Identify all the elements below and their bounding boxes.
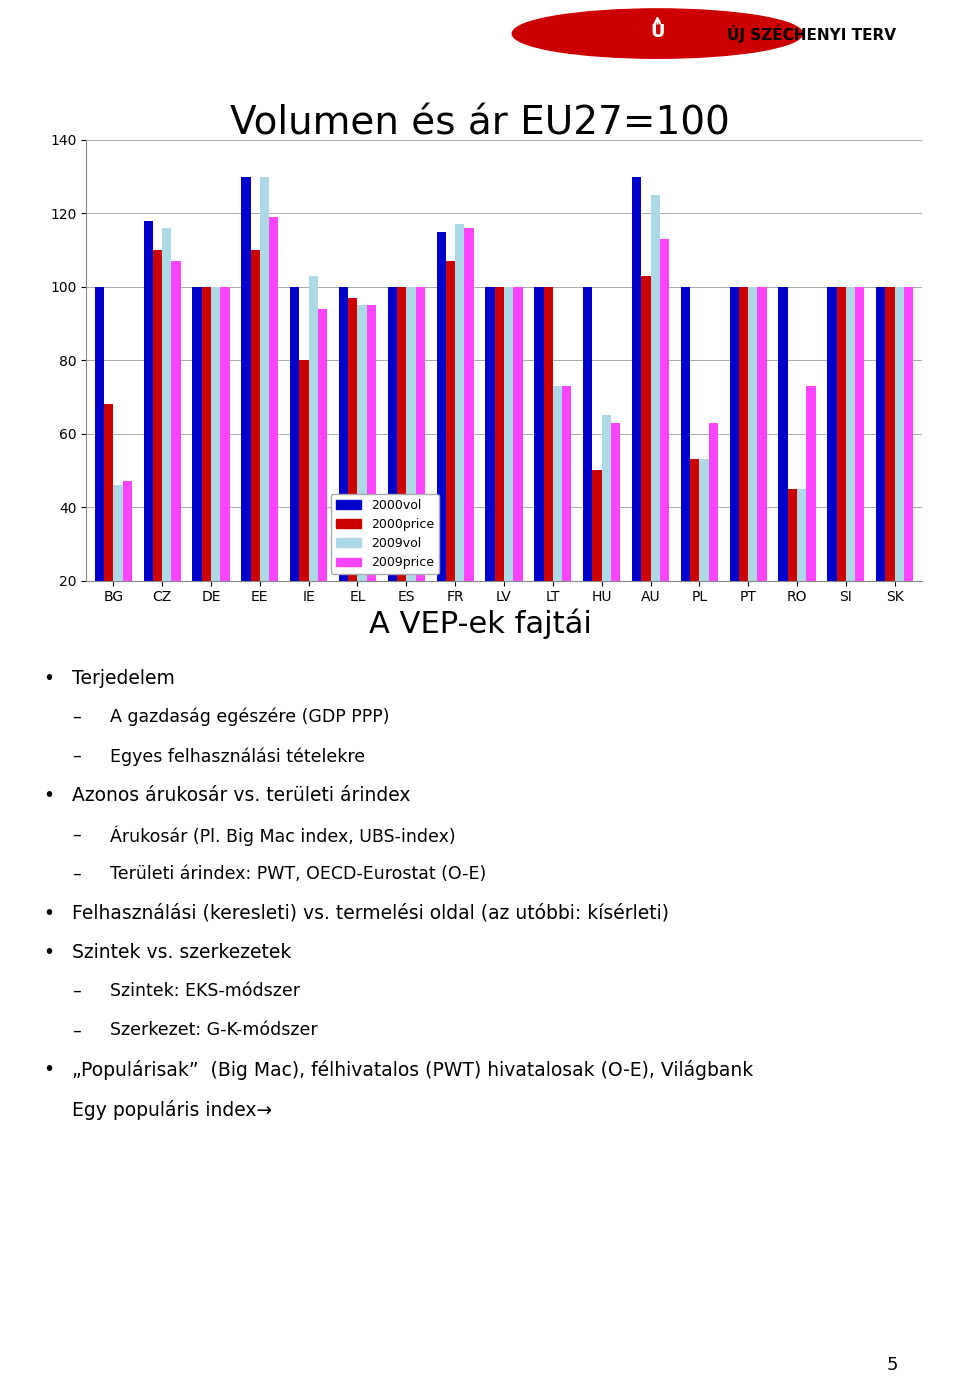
Bar (846, 287, 855, 655)
Text: •: • (43, 786, 55, 806)
Bar (788, 488, 797, 655)
Text: •: • (43, 669, 55, 688)
Bar (690, 459, 700, 655)
Bar (904, 287, 913, 655)
Bar (241, 176, 251, 655)
Text: Szintek: EKS-módszer: Szintek: EKS-módszer (110, 982, 300, 1000)
Bar (357, 305, 367, 655)
Bar (388, 287, 397, 655)
Text: –: – (72, 865, 81, 883)
Bar (113, 485, 123, 655)
Bar (397, 287, 406, 655)
Text: –: – (72, 708, 81, 726)
Bar (797, 488, 806, 655)
Legend: 2000vol, 2000price, 2009vol, 2009price: 2000vol, 2000price, 2009vol, 2009price (330, 494, 439, 575)
Bar (104, 404, 113, 655)
Bar (836, 287, 846, 655)
Bar (192, 287, 202, 655)
Bar (739, 287, 748, 655)
Text: –: – (72, 747, 81, 765)
Bar (504, 287, 514, 655)
Text: ÚJ SZÉCHENYI TERV: ÚJ SZÉCHENYI TERV (727, 25, 896, 42)
Text: Egyes felhasználási tételekre: Egyes felhasználási tételekre (110, 747, 366, 765)
Text: •: • (43, 943, 55, 963)
Bar (700, 459, 708, 655)
Bar (611, 422, 620, 655)
Bar (583, 287, 592, 655)
Text: Területi árindex: PWT, OECD-Eurostat (O-E): Területi árindex: PWT, OECD-Eurostat (O-… (110, 865, 487, 883)
Text: 5: 5 (887, 1356, 899, 1374)
Bar (308, 276, 318, 655)
Bar (416, 287, 425, 655)
Bar (202, 287, 211, 655)
Text: A VEP-ek fajtái: A VEP-ek fajtái (369, 609, 591, 639)
Bar (641, 276, 651, 655)
Bar (123, 481, 132, 655)
Bar (553, 386, 563, 655)
Bar (465, 228, 473, 655)
Text: „Populárisak”  (Big Mac), félhivatalos (PWT) hivatalosak (O-E), Világbank: „Populárisak” (Big Mac), félhivatalos (P… (72, 1060, 754, 1080)
Bar (563, 386, 571, 655)
Text: Felhasználási (keresleti) vs. termelési oldal (az utóbbi: kísérleti): Felhasználási (keresleti) vs. termelési … (72, 904, 669, 923)
Bar (406, 287, 416, 655)
Text: Volumen és ár EU27=100: Volumen és ár EU27=100 (230, 105, 730, 143)
Text: Szerkezet: G-K-módszer: Szerkezet: G-K-módszer (110, 1021, 318, 1039)
Bar (251, 250, 260, 655)
Bar (602, 416, 611, 655)
Bar (757, 287, 767, 655)
Bar (730, 287, 739, 655)
Bar (651, 194, 660, 655)
Text: Terjedelem: Terjedelem (72, 669, 175, 688)
Bar (514, 287, 522, 655)
Bar (172, 262, 180, 655)
Text: –: – (72, 982, 81, 1000)
Bar (95, 287, 104, 655)
Text: Azonos árukosár vs. területi árindex: Azonos árukosár vs. területi árindex (72, 786, 411, 806)
Bar (779, 287, 788, 655)
Bar (300, 361, 308, 655)
Bar (318, 309, 327, 655)
Bar (445, 262, 455, 655)
Bar (260, 176, 269, 655)
Bar (290, 287, 300, 655)
Circle shape (513, 8, 803, 59)
Bar (486, 287, 494, 655)
Text: •: • (43, 1060, 55, 1080)
Bar (828, 287, 836, 655)
Text: –: – (72, 825, 81, 844)
Bar (153, 250, 162, 655)
Bar (806, 386, 816, 655)
Text: •: • (43, 904, 55, 923)
Bar (885, 287, 895, 655)
Text: Ú: Ú (650, 24, 664, 42)
Bar (367, 305, 376, 655)
Bar (543, 287, 553, 655)
Bar (681, 287, 690, 655)
Bar (437, 232, 445, 655)
Bar (494, 287, 504, 655)
Bar (708, 422, 718, 655)
Bar (144, 221, 153, 655)
Bar (592, 470, 602, 655)
Bar (348, 298, 357, 655)
Text: Egy populáris index→: Egy populáris index→ (72, 1100, 273, 1119)
Bar (632, 176, 641, 655)
Bar (220, 287, 229, 655)
Bar (895, 287, 904, 655)
Bar (748, 287, 757, 655)
Text: –: – (72, 1021, 81, 1039)
Bar (455, 224, 465, 655)
Bar (855, 287, 864, 655)
Bar (660, 239, 669, 655)
Bar (339, 287, 348, 655)
Text: Árukosár (Pl. Big Mac index, UBS-index): Árukosár (Pl. Big Mac index, UBS-index) (110, 825, 456, 846)
Bar (269, 217, 278, 655)
Bar (211, 287, 220, 655)
Bar (535, 287, 543, 655)
Bar (876, 287, 885, 655)
Bar (162, 228, 172, 655)
Text: A gazdaság egészére (GDP PPP): A gazdaság egészére (GDP PPP) (110, 708, 390, 726)
Text: Szintek vs. szerkezetek: Szintek vs. szerkezetek (72, 943, 292, 963)
